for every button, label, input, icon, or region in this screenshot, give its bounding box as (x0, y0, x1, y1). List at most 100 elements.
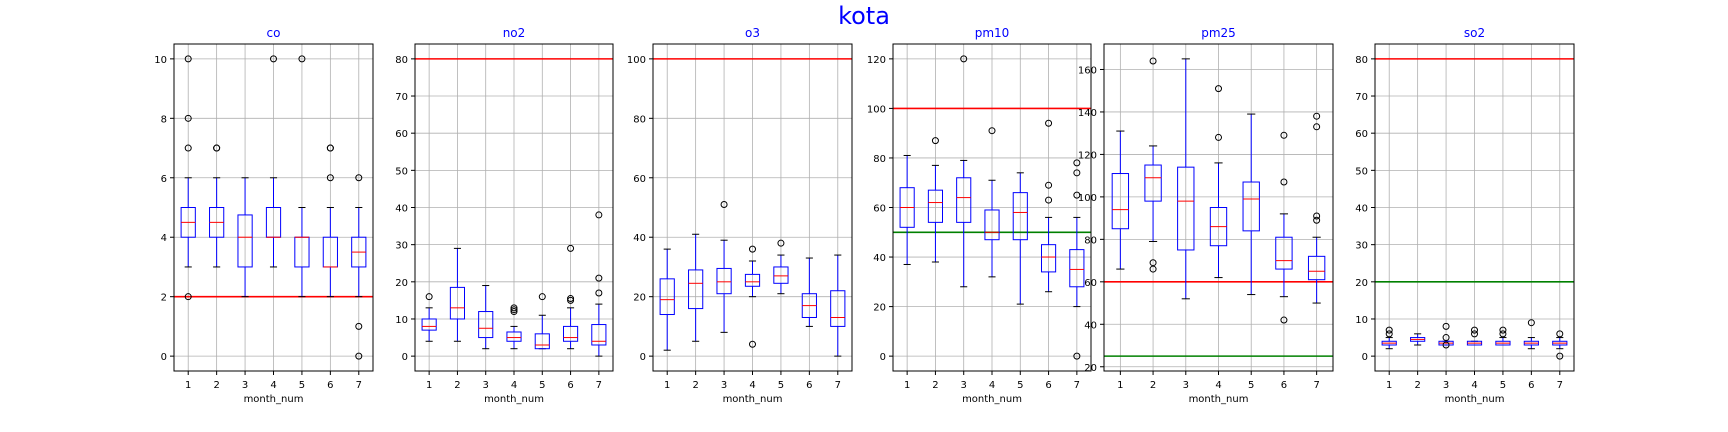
y-tick-label: 2 (161, 293, 167, 304)
box-iqr (1111, 173, 1130, 230)
flier-point (1073, 352, 1081, 360)
box-2 (1144, 57, 1162, 273)
box-2 (209, 144, 225, 268)
y-tick-label: 8 (161, 114, 167, 125)
box-7 (351, 174, 367, 360)
x-tick-label: 3 (1443, 380, 1449, 391)
y-tick-label: 50 (1355, 166, 1368, 177)
box-5 (1242, 113, 1260, 296)
box-iqr (1012, 192, 1028, 241)
y-tick-label: 60 (1084, 278, 1097, 289)
box-iqr (449, 286, 466, 320)
box-1 (421, 293, 437, 342)
y-tick-label: 10 (395, 315, 408, 326)
y-tick-label: 80 (395, 55, 408, 66)
flier-point (1499, 330, 1507, 338)
x-tick-label: 7 (596, 380, 602, 391)
panel-title: pm10 (975, 26, 1010, 40)
box-iqr (716, 267, 732, 295)
flier-point (326, 174, 334, 182)
y-tick-label: 60 (633, 174, 646, 185)
x-tick-label: 4 (270, 380, 276, 391)
y-tick-label: 80 (1084, 235, 1097, 246)
x-tick-label: 1 (1117, 380, 1123, 391)
box-3 (478, 285, 494, 350)
y-tick-label: 70 (1355, 92, 1368, 103)
box-iqr (1307, 255, 1326, 281)
x-tick-label: 1 (426, 380, 432, 391)
box-2 (927, 137, 943, 263)
y-tick-label: 6 (161, 174, 167, 185)
x-tick-label: 5 (778, 380, 784, 391)
y-tick-label: 10 (1355, 315, 1368, 326)
box-6 (1041, 119, 1057, 293)
box-iqr (688, 269, 704, 310)
x-tick-label: 5 (539, 380, 545, 391)
x-tick-label: 6 (806, 380, 812, 391)
box-4 (744, 245, 761, 348)
panel-so2: 0 10 20 30 40 50 60 70 80 1 2 3 4 5 6 7 so2 month_num (1355, 26, 1575, 405)
x-axis-label: month_num (1189, 394, 1249, 405)
y-tick-label: 4 (161, 233, 167, 244)
flier-point (567, 296, 575, 304)
y-tick-label: 0 (402, 352, 408, 363)
flier-point (355, 174, 363, 182)
flier-point (326, 144, 334, 152)
flier-point (355, 322, 363, 330)
flier-point (1442, 341, 1450, 349)
x-tick-label: 2 (932, 380, 938, 391)
box-6 (801, 257, 817, 327)
box-3 (716, 201, 732, 333)
y-tick-label: 40 (1355, 204, 1368, 215)
flier-point (749, 340, 756, 348)
flier-point (1313, 123, 1321, 131)
y-tick-label: 20 (395, 278, 408, 289)
flier-point (1045, 196, 1053, 204)
flier-point (931, 137, 939, 145)
x-tick-label: 4 (989, 380, 995, 391)
box-iqr (563, 325, 579, 342)
box-iqr (421, 318, 437, 331)
panel-no2: 0 10 20 30 40 50 60 70 80 1 2 3 4 5 6 7 no2 month_num (395, 26, 614, 405)
panel-o3: 0 20 40 60 80 100 1 2 3 4 5 6 7 o3 month_num (627, 26, 853, 405)
box-4 (1209, 85, 1228, 279)
box-iqr (237, 214, 253, 268)
x-tick-label: 1 (904, 380, 910, 391)
box-3 (237, 177, 253, 298)
y-tick-label: 10 (154, 55, 167, 66)
x-tick-label: 6 (1045, 380, 1051, 391)
y-tick-label: 0 (640, 352, 646, 363)
flier-point (184, 114, 192, 122)
box-1 (180, 55, 196, 301)
box-iqr (773, 266, 789, 284)
box-4 (1466, 326, 1483, 346)
flier-point (1556, 352, 1564, 360)
box-5 (294, 55, 310, 298)
y-tick-label: 70 (395, 92, 408, 103)
flier-point (1527, 319, 1535, 327)
x-tick-label: 3 (483, 380, 489, 391)
y-tick-label: 50 (395, 166, 408, 177)
y-tick-label: 30 (395, 241, 408, 252)
flier-point (184, 293, 192, 301)
box-4 (984, 127, 1000, 278)
box-1 (899, 154, 915, 265)
box-3 (956, 55, 972, 288)
y-tick-label: 20 (633, 293, 646, 304)
flier-point (355, 352, 363, 360)
x-tick-label: 7 (1074, 380, 1080, 391)
flier-point (184, 55, 192, 63)
box-5 (1012, 172, 1028, 305)
x-tick-label: 7 (1313, 380, 1319, 391)
box-3 (1438, 322, 1454, 349)
box-2 (688, 233, 704, 342)
flier-point (1073, 191, 1081, 199)
y-tick-label: 140 (1078, 108, 1097, 119)
flier-point (567, 244, 575, 252)
box-iqr (659, 278, 675, 316)
x-axis-label: month_num (244, 394, 304, 405)
box-iqr (1242, 181, 1260, 232)
